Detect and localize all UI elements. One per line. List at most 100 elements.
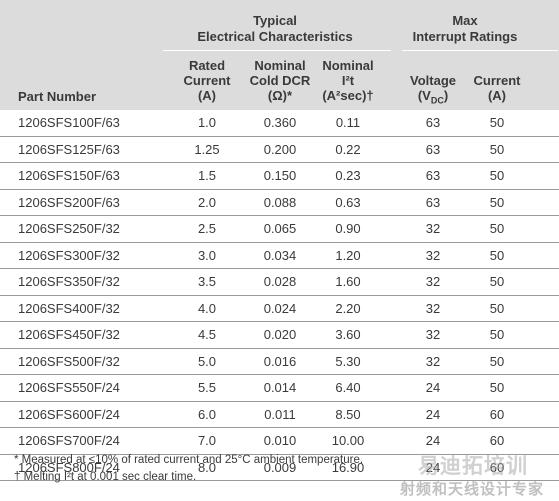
cell-rated-current: 5.5 <box>197 380 217 395</box>
cell-cold-dcr: 0.065 <box>263 221 297 236</box>
table-row: 1206SFS500F/32 5.0 0.016 5.30 32 50 <box>0 349 559 375</box>
table-row: 1206SFS400F/32 4.0 0.024 2.20 32 50 <box>0 296 559 322</box>
cell-i2t: 5.30 <box>335 353 361 369</box>
cell-rated-current: 3.5 <box>197 274 217 289</box>
cell-i2t: 0.63 <box>335 194 361 210</box>
cell-voltage: 63 <box>425 141 441 157</box>
cell-part-number: 1206SFS150F/63 <box>18 168 120 183</box>
cell-rated-current: 7.0 <box>197 433 217 448</box>
cell-cold-dcr: 0.024 <box>263 300 297 316</box>
col-header-voltage: Voltage (VDC) <box>410 73 456 106</box>
cell-voltage: 63 <box>425 115 441 130</box>
col-header-part-number: Part Number <box>18 89 97 104</box>
cell-i2t: 2.20 <box>335 300 361 316</box>
cell-i2t: 6.40 <box>335 380 361 395</box>
cell-voltage: 63 <box>425 194 441 210</box>
cell-cold-dcr: 0.011 <box>264 406 296 422</box>
cell-rated-current: 1.0 <box>197 115 217 130</box>
cell-current: 50 <box>489 141 505 157</box>
cell-current: 50 <box>489 247 505 263</box>
table-row: 1206SFS700F/24 7.0 0.010 10.00 24 60 <box>0 428 559 455</box>
table-row: 1206SFS600F/24 6.0 0.011 8.50 24 60 <box>0 402 559 428</box>
table-row: 1206SFS350F/32 3.5 0.028 1.60 32 50 <box>0 269 559 296</box>
cell-voltage: 32 <box>425 327 441 342</box>
cell-part-number: 1206SFS250F/32 <box>18 221 120 236</box>
cell-part-number: 1206SFS700F/24 <box>18 433 120 448</box>
cell-cold-dcr: 0.200 <box>263 141 297 157</box>
footnote-dcr: * Measured at ≤10% of rated current and … <box>14 454 364 466</box>
cell-cold-dcr: 0.020 <box>263 327 297 342</box>
table-row: 1206SFS100F/63 1.0 0.360 0.11 63 50 <box>0 110 559 137</box>
table-row: 1206SFS300F/32 3.0 0.034 1.20 32 50 <box>0 243 559 269</box>
col-header-cold-dcr: Nominal Cold DCR (Ω)* <box>249 58 311 103</box>
cell-voltage: 24 <box>425 459 441 475</box>
col-header-rated-current: Rated Current (A) <box>183 58 231 103</box>
cell-rated-current: 4.5 <box>197 327 217 342</box>
cell-current: 50 <box>489 353 505 369</box>
table-row: 1206SFS150F/63 1.5 0.150 0.23 63 50 <box>0 163 559 190</box>
cell-voltage: 63 <box>425 168 441 183</box>
cell-cold-dcr: 0.360 <box>263 115 297 130</box>
cell-current: 50 <box>489 380 505 395</box>
cell-i2t: 3.60 <box>335 327 361 342</box>
cell-rated-current: 8.0 <box>197 459 217 475</box>
cell-voltage: 24 <box>425 406 441 422</box>
cell-rated-current: 3.0 <box>197 247 217 263</box>
cell-cold-dcr: 0.150 <box>263 168 297 183</box>
cell-rated-current: 2.5 <box>197 221 217 236</box>
cell-cold-dcr: 0.028 <box>263 274 297 289</box>
cell-cold-dcr: 0.010 <box>263 433 297 448</box>
cell-current: 50 <box>489 274 505 289</box>
cell-part-number: 1206SFS100F/63 <box>18 115 120 130</box>
cell-voltage: 24 <box>425 433 441 448</box>
watermark-tagline: 射频和天线设计专家 <box>400 481 545 498</box>
cell-current: 50 <box>489 327 505 342</box>
cell-voltage: 24 <box>425 380 441 395</box>
cell-i2t: 10.00 <box>331 433 365 448</box>
cell-part-number: 1206SFS350F/32 <box>18 274 120 289</box>
cell-part-number: 1206SFS800F/24 <box>18 459 120 475</box>
table-row: 1206SFS800F/24 8.0 0.009 16.90 24 60 <box>0 455 559 481</box>
footnote-i2t: † Melting I²t at 0.001 sec clear time. <box>14 471 197 483</box>
table-row: 1206SFS550F/24 5.5 0.014 6.40 24 50 <box>0 375 559 402</box>
cell-part-number: 1206SFS400F/32 <box>18 300 120 316</box>
cell-current: 50 <box>489 194 505 210</box>
cell-rated-current: 2.0 <box>197 194 217 210</box>
cell-i2t: 0.90 <box>335 221 361 236</box>
watermark-logo: 易迪拓培训 <box>418 455 528 478</box>
cell-part-number: 1206SFS550F/24 <box>18 380 120 395</box>
cell-part-number: 1206SFS300F/32 <box>18 247 120 263</box>
group-rule-max <box>402 50 558 51</box>
cell-rated-current: 4.0 <box>197 300 217 316</box>
table-row: 1206SFS125F/63 1.25 0.200 0.22 63 50 <box>0 137 559 163</box>
cell-rated-current: 1.25 <box>194 141 220 157</box>
cell-current: 60 <box>489 406 505 422</box>
cell-voltage: 32 <box>425 221 441 236</box>
cell-part-number: 1206SFS600F/24 <box>18 406 120 422</box>
cell-current: 60 <box>489 433 505 448</box>
table-header: Typical Electrical Characteristics Max I… <box>0 0 559 110</box>
group-rule-typical <box>163 50 391 51</box>
cell-voltage: 32 <box>425 353 441 369</box>
cell-part-number: 1206SFS450F/32 <box>18 327 120 342</box>
cell-i2t: 0.22 <box>335 141 361 157</box>
cell-part-number: 1206SFS125F/63 <box>18 141 120 157</box>
cell-current: 50 <box>489 168 505 183</box>
cell-rated-current: 1.5 <box>197 168 217 183</box>
cell-current: 60 <box>489 459 505 475</box>
cell-part-number: 1206SFS200F/63 <box>18 194 120 210</box>
cell-rated-current: 6.0 <box>197 406 217 422</box>
cell-cold-dcr: 0.034 <box>263 247 297 263</box>
table-body: 1206SFS100F/63 1.0 0.360 0.11 63 50 1206SFS125… <box>0 110 559 481</box>
cell-current: 50 <box>489 115 505 130</box>
cell-rated-current: 5.0 <box>197 353 217 369</box>
group-title-max: Max Interrupt Ratings <box>412 13 518 44</box>
table-row: 1206SFS200F/63 2.0 0.088 0.63 63 50 <box>0 190 559 216</box>
cell-i2t: 16.90 <box>331 459 365 475</box>
cell-voltage: 32 <box>425 274 441 289</box>
group-title-typical: Typical Electrical Characteristics <box>197 13 353 44</box>
footnotes: * Measured at ≤10% of rated current and … <box>14 452 363 486</box>
table-row: 1206SFS450F/32 4.5 0.020 3.60 32 50 <box>0 322 559 349</box>
cell-cold-dcr: 0.014 <box>263 380 297 395</box>
cell-current: 50 <box>489 221 505 236</box>
